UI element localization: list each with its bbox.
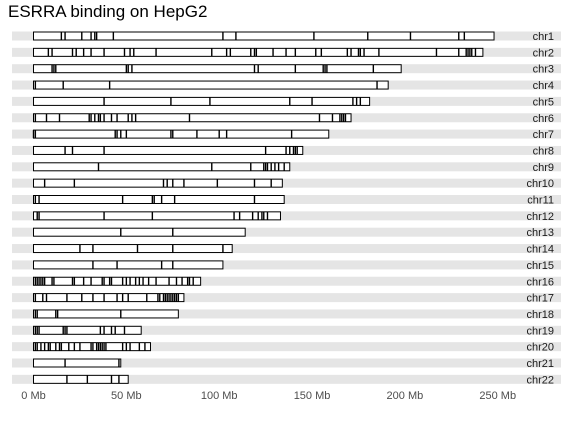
- chromosome-label-chr7: chr7: [533, 129, 554, 141]
- x-tick-label: 100 Mb: [201, 390, 238, 402]
- track-chr15: [12, 260, 561, 270]
- chromosome-chr9: [33, 162, 291, 172]
- chromosome-chr8: [33, 145, 304, 155]
- chromosome-label-chr9: chr9: [533, 162, 554, 174]
- chromosome-chr10: [33, 178, 283, 188]
- chart-title: ESRRA binding on HepG2: [8, 2, 208, 21]
- x-tick-label: 0 Mb: [21, 390, 45, 402]
- chromosome-label-chr1: chr1: [533, 31, 554, 43]
- chromosome-chr21: [33, 358, 122, 368]
- chromosome-label-chr2: chr2: [533, 47, 554, 59]
- chromosome-label-chr12: chr12: [526, 211, 554, 223]
- chromosome-chr22: [33, 374, 129, 384]
- track-chr16: [12, 276, 561, 286]
- track-chr22: [12, 374, 561, 384]
- x-tick-label: 200 Mb: [387, 390, 424, 402]
- chromosome-label-chr20: chr20: [526, 342, 554, 354]
- chromosome-label-chr22: chr22: [526, 374, 554, 386]
- chromosome-chr17: [33, 293, 185, 303]
- chromosome-chr3: [33, 64, 402, 74]
- track-chr13: [12, 227, 561, 237]
- chromosome-chr11: [33, 195, 285, 204]
- chromosome-chr6: [33, 113, 352, 123]
- chromosome-chr13: [33, 227, 246, 237]
- chromosome-chr1: [33, 31, 495, 41]
- chromosome-label-chr6: chr6: [533, 113, 554, 125]
- chromosome-layer: [33, 31, 495, 384]
- chromosome-chr5: [33, 96, 371, 106]
- chromosome-chr7: [33, 129, 330, 139]
- x-tick-label: 150 Mb: [294, 390, 331, 402]
- chromosome-label-chr18: chr18: [526, 309, 554, 321]
- chromosome-chr2: [33, 47, 484, 57]
- track-chr18: [12, 309, 561, 319]
- chromosome-label-chr11: chr11: [527, 195, 554, 207]
- chromosome-chr18: [33, 309, 179, 319]
- x-tick-label: 50 Mb: [111, 390, 142, 402]
- chromosome-label-chr8: chr8: [533, 145, 554, 157]
- chromosome-label-chr19: chr19: [526, 325, 554, 337]
- chromosome-chr14: [33, 244, 233, 254]
- track-chr17: [12, 293, 561, 303]
- track-chr21: [12, 358, 561, 368]
- chromosome-label-chr3: chr3: [533, 64, 554, 76]
- chromosome-chr12: [33, 211, 281, 221]
- chromosome-chr19: [33, 325, 142, 335]
- x-tick-label: 250 Mb: [479, 390, 516, 402]
- track-chr14: [12, 244, 561, 254]
- track-chr11: [12, 195, 561, 204]
- chromosome-label-chr17: chr17: [526, 293, 554, 305]
- chromosome-label-chr4: chr4: [533, 80, 554, 92]
- x-axis: 0 Mb 50 Mb 100 Mb 150 Mb 200 Mb 250 Mb: [21, 390, 516, 402]
- chromosome-chr15: [33, 260, 224, 270]
- chromosome-label-layer: chr1 chr2 chr3 chr4 chr5 chr6 chr7 chr8 chr9 chr1…: [526, 31, 554, 386]
- chromosome-label-chr13: chr13: [526, 227, 554, 239]
- chromosome-chr4: [33, 80, 389, 90]
- chromosome-label-chr14: chr14: [526, 244, 554, 256]
- chromosome-chr16: [33, 276, 202, 286]
- track-chr19: [12, 325, 561, 335]
- track-chr12: [12, 211, 561, 221]
- chromosome-label-chr16: chr16: [526, 276, 554, 288]
- track-chr10: [12, 178, 561, 188]
- chromosome-chr20: [33, 342, 151, 352]
- chromosome-label-chr5: chr5: [533, 96, 554, 108]
- chromosome-label-chr10: chr10: [526, 178, 554, 190]
- chromosome-label-chr21: chr21: [526, 358, 554, 370]
- chromosome-label-chr15: chr15: [526, 260, 554, 272]
- binding-site-layer: [32, 32, 477, 384]
- track-chr20: [12, 342, 561, 352]
